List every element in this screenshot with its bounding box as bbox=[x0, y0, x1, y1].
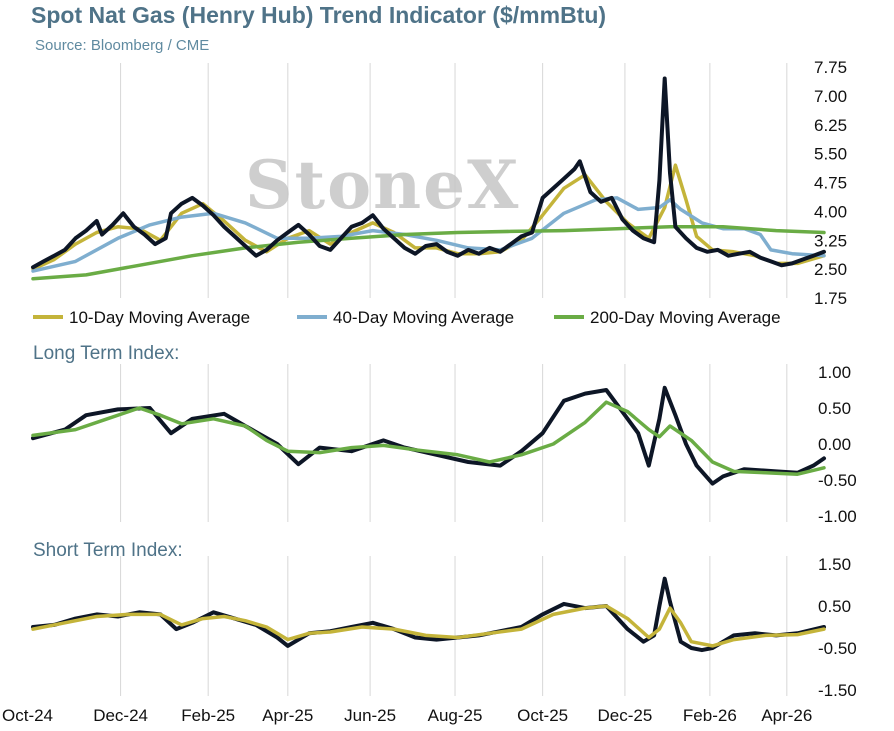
chart-source: Source: Bloomberg / CME bbox=[35, 37, 210, 54]
y-tick-label: 4.00 bbox=[814, 202, 847, 221]
short-term-index-panel: Short Term Index: 1.50 0.50 -0.50 -1.50 bbox=[31, 540, 857, 700]
x-tick-label: Oct-24 bbox=[2, 706, 53, 725]
series-1-line bbox=[31, 400, 826, 476]
x-tick-label: Feb-25 bbox=[181, 706, 235, 725]
y-tick-label: 6.25 bbox=[814, 116, 847, 135]
x-tick-label: Apr-25 bbox=[262, 706, 313, 725]
gridlines bbox=[120, 364, 788, 522]
x-tick-label: Feb-26 bbox=[683, 706, 737, 725]
chart-title: Spot Nat Gas (Henry Hub) Trend Indicator… bbox=[31, 2, 607, 28]
y-tick-label: 0.50 bbox=[818, 597, 851, 616]
y-tick-label: -0.50 bbox=[818, 471, 857, 490]
y-tick-label: 2.50 bbox=[814, 260, 847, 279]
y-tick-label: 1.75 bbox=[814, 289, 847, 308]
gridlines bbox=[120, 556, 788, 696]
y-tick-label: 3.25 bbox=[814, 231, 847, 250]
legend: 10-Day Moving Average 40-Day Moving Avera… bbox=[33, 308, 781, 327]
x-tick-label: Aug-25 bbox=[428, 706, 483, 725]
panel-title: Short Term Index: bbox=[33, 540, 183, 561]
long-term-index-panel: Long Term Index: 1.00 0.50 0.00 -0.50 -1.00 bbox=[31, 343, 857, 526]
y-tick-label: 0.50 bbox=[818, 399, 851, 418]
y-tick-label: 1.50 bbox=[818, 555, 851, 574]
x-tick-label: Oct-25 bbox=[517, 706, 568, 725]
y-tick-label: 1.00 bbox=[818, 363, 851, 382]
x-tick-label: Apr-26 bbox=[761, 706, 812, 725]
legend-label: 200-Day Moving Average bbox=[590, 308, 781, 327]
ma200-line bbox=[31, 225, 826, 281]
series-0-line bbox=[31, 385, 826, 486]
price-panel: StoneX 7.75 7.00 6.25 5.50 4.75 4.00 3.25 2.50 1.… bbox=[31, 58, 847, 327]
y-tick-label: 7.75 bbox=[814, 58, 847, 77]
y-tick-label: 0.00 bbox=[818, 435, 851, 454]
gridlines bbox=[120, 63, 788, 298]
y-axis: 1.50 0.50 -0.50 -1.50 bbox=[818, 555, 857, 700]
y-tick-label: 4.75 bbox=[814, 174, 847, 193]
y-tick-label: -1.50 bbox=[818, 681, 857, 700]
y-tick-label: 7.00 bbox=[814, 87, 847, 106]
stonex-watermark: StoneX bbox=[245, 146, 520, 224]
y-axis: 1.00 0.50 0.00 -0.50 -1.00 bbox=[818, 363, 857, 526]
y-tick-label: -1.00 bbox=[818, 507, 857, 526]
panel-title: Long Term Index: bbox=[33, 343, 179, 364]
legend-label: 10-Day Moving Average bbox=[69, 308, 250, 327]
series-1-line bbox=[31, 604, 826, 648]
x-tick-label: Jun-25 bbox=[344, 706, 396, 725]
y-tick-label: 5.50 bbox=[814, 145, 847, 164]
x-tick-label: Dec-25 bbox=[598, 706, 653, 725]
price-line bbox=[31, 76, 826, 270]
x-axis: Oct-24 Dec-24 Feb-25 Apr-25 Jun-25 Aug-25 Oct-… bbox=[2, 706, 812, 725]
x-tick-label: Dec-24 bbox=[93, 706, 148, 725]
y-tick-label: -0.50 bbox=[818, 639, 857, 658]
legend-label: 40-Day Moving Average bbox=[333, 308, 514, 327]
y-axis: 7.75 7.00 6.25 5.50 4.75 4.00 3.25 2.50 1.75 bbox=[814, 58, 847, 308]
